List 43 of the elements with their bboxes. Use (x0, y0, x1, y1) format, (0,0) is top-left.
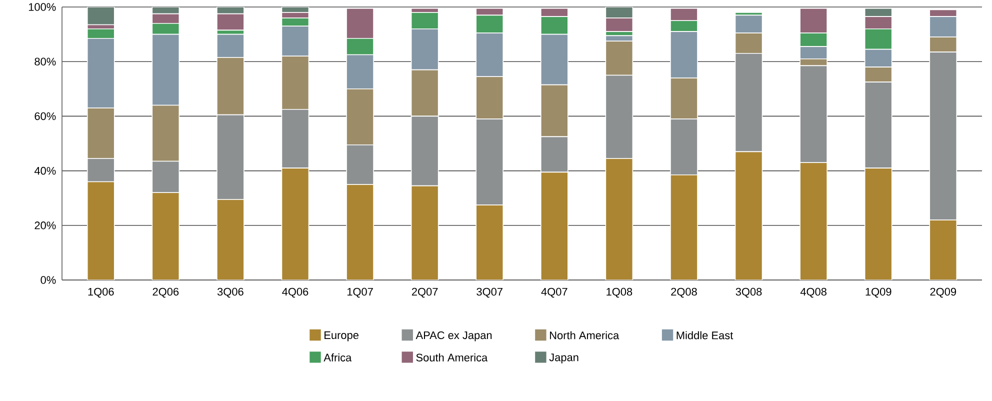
legend-label: North America (550, 331, 620, 340)
legend-label: Japan (549, 354, 578, 364)
x-tick-label: 4Q08 (800, 288, 826, 298)
bar (216, 199, 244, 280)
y-tick-label: 80% (34, 58, 56, 66)
x-tick-label: 2Q06 (152, 288, 179, 298)
bar (800, 162, 828, 280)
x-tick-label: 1Q09 (866, 288, 892, 298)
y-tick-label: 60% (34, 112, 56, 120)
x-tick-label: 3Q07 (476, 288, 502, 298)
y-tick-label: 40% (34, 166, 56, 175)
legend-label: APAC ex Japan (416, 331, 492, 342)
y-tick-label: 0% (40, 276, 56, 284)
bar (281, 168, 310, 280)
bar (410, 185, 439, 280)
y-tick-label: 20% (34, 222, 56, 230)
legend-label: Africa (324, 353, 352, 362)
bar (605, 6, 634, 18)
bar (864, 168, 892, 280)
x-tick-label: 4Q06 (282, 288, 308, 298)
x-tick-label: 2Q08 (671, 288, 697, 298)
x-tick-label: 2Q07 (412, 288, 438, 298)
bar (605, 158, 634, 280)
bar (86, 181, 115, 280)
bar (476, 204, 504, 280)
bar (86, 6, 115, 26)
bar (734, 151, 763, 280)
x-tick-label: 1Q07 (347, 288, 373, 298)
legend-label: Middle East (676, 331, 734, 340)
x-tick-label: 4Q07 (541, 288, 568, 298)
x-tick-label: 2Q09 (930, 288, 956, 298)
bar (152, 192, 180, 280)
x-tick-label: 1Q06 (88, 288, 114, 298)
legend-label: Europe (324, 331, 358, 342)
legend-label: South America (416, 353, 488, 362)
bar (670, 174, 698, 280)
x-tick-label: 3Q08 (736, 288, 762, 298)
x-tick-label: 3Q06 (217, 288, 244, 298)
x-tick-label: 1Q08 (606, 288, 632, 298)
bar (346, 184, 374, 280)
y-tick-label: 100% (28, 3, 56, 11)
bar (540, 172, 568, 280)
bar (929, 220, 958, 280)
